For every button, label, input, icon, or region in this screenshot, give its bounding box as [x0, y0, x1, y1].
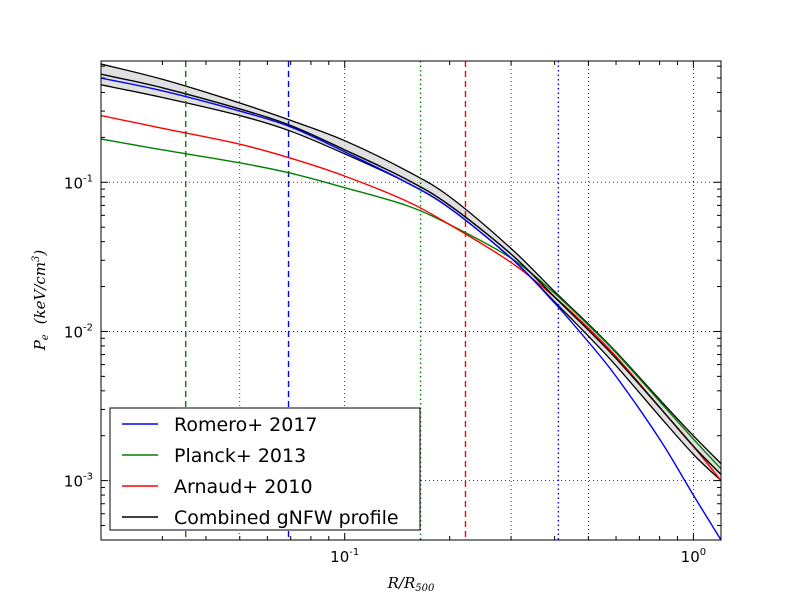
- x-tick-label-exp: 0: [700, 547, 706, 558]
- y-tick-label-exp: -1: [83, 173, 93, 184]
- legend-label: Arnaud+ 2010: [174, 476, 313, 498]
- band-upper-edge: [101, 63, 721, 465]
- x-axis-label-sub: 500: [415, 583, 435, 594]
- x-tick-label: 100: [681, 547, 706, 566]
- y-axis-label: Pe (keV/cm3): [31, 250, 51, 352]
- axis-ticks: [100, 61, 721, 541]
- series-line: [101, 77, 721, 540]
- x-axis-label: R/R500: [387, 574, 435, 594]
- series-line: [101, 138, 721, 470]
- plot-frame: [100, 60, 722, 541]
- y-axis-label-unit: (keV/cm: [31, 262, 49, 324]
- legend-label: Combined gNFW profile: [174, 507, 399, 529]
- y-axis-label-sub: e: [40, 334, 51, 340]
- grid-lines: [101, 61, 721, 540]
- x-tick-label: 10-1: [330, 547, 359, 566]
- y-tick-label: 10-1: [64, 173, 93, 192]
- y-tick-label: 10-3: [64, 472, 93, 491]
- x-axis-label-main: R/R: [387, 574, 416, 592]
- series-lines: [101, 73, 721, 540]
- y-tick-label-exp: -2: [83, 322, 93, 333]
- y-tick-label-base: 10: [64, 174, 83, 192]
- series-line: [101, 73, 721, 475]
- y-axis-label-close: ): [31, 250, 49, 257]
- legend-label: Romero+ 2017: [174, 414, 318, 436]
- legend-box: [109, 407, 421, 531]
- legend: Romero+ 2017 Planck+ 2013 Arnaud+ 2010 Comb…: [109, 407, 421, 531]
- y-tick-label: 10-2: [64, 322, 93, 341]
- y-axis-label-main: P: [31, 339, 49, 351]
- legend-entries: Romero+ 2017 Planck+ 2013 Arnaud+ 2010 Comb…: [122, 414, 399, 529]
- x-tick-label-base: 10: [330, 548, 349, 566]
- y-tick-label-exp: -3: [83, 472, 93, 483]
- x-tick-label-exp: -1: [349, 547, 359, 558]
- x-tick-label-base: 10: [681, 548, 700, 566]
- y-tick-label-base: 10: [64, 473, 83, 491]
- y-tick-label-base: 10: [64, 323, 83, 341]
- y-axis-label-unit-sup: 3: [31, 256, 42, 262]
- legend-label: Planck+ 2013: [174, 445, 306, 467]
